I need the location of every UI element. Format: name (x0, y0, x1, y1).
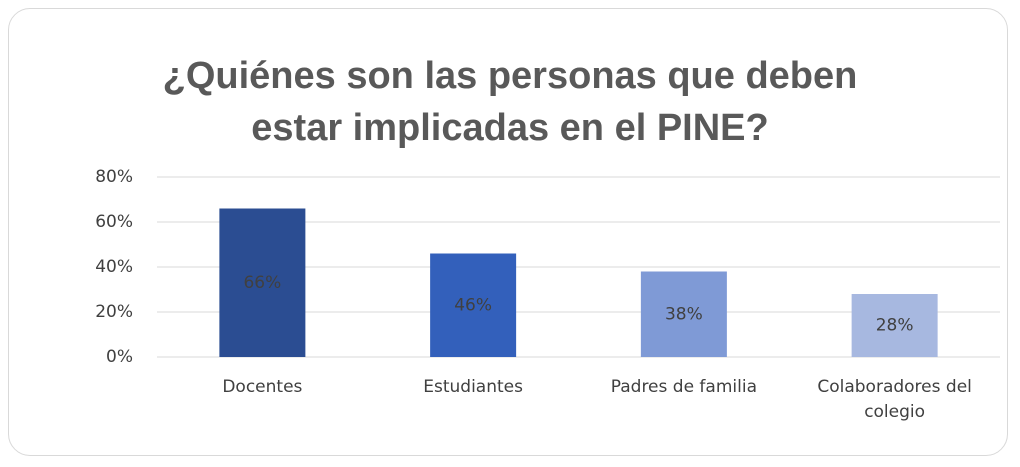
y-tick-label: 80% (95, 167, 133, 187)
data-label: 46% (454, 295, 492, 315)
bar (219, 208, 306, 357)
y-tick-label: 20% (95, 302, 133, 322)
data-label: 66% (243, 273, 281, 293)
y-tick-label: 40% (95, 257, 133, 277)
chart-card (8, 8, 1008, 456)
y-tick-label: 0% (106, 347, 133, 367)
bar (640, 271, 727, 357)
x-tick-label: Padres de familia (610, 377, 757, 397)
data-label: 28% (876, 316, 914, 336)
x-tick-label: Docentes (222, 377, 303, 397)
chart-title: ¿Quiénes son las personas que deben esta… (162, 55, 858, 149)
x-tick-label: Colaboradores del colegio (817, 377, 972, 422)
x-tick-label: Estudiantes (423, 377, 523, 397)
data-label: 38% (665, 304, 703, 324)
bar (430, 253, 517, 357)
y-tick-label: 60% (95, 212, 133, 232)
bar (851, 294, 938, 357)
